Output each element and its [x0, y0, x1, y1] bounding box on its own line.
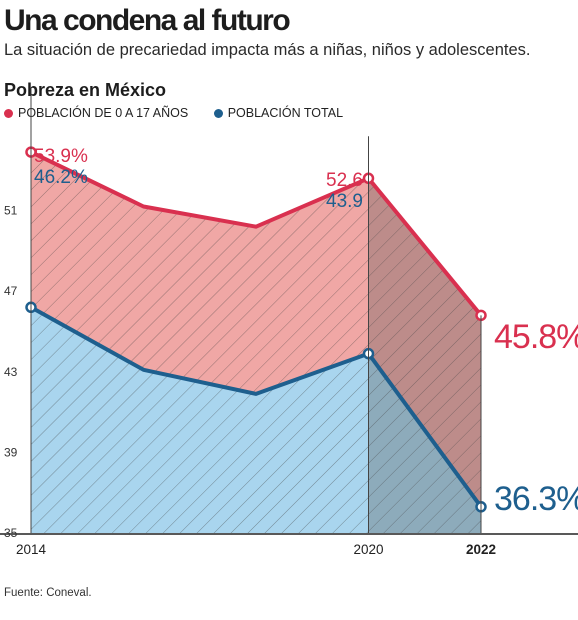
page-title: Una condena al futuro	[4, 4, 291, 37]
x-tick-label: 2022	[466, 542, 496, 557]
x-tick-label: 2014	[16, 542, 47, 557]
data-label-children-2014: 53.9%	[34, 146, 88, 167]
source-note: Fuente: Coneval.	[4, 587, 92, 599]
y-tick-label: 47	[4, 284, 18, 298]
children-line	[30, 150, 483, 317]
legend-item-children: POBLACIÓN DE 0 A 17 AÑOS	[4, 106, 188, 120]
legend-label-total: POBLACIÓN TOTAL	[227, 106, 344, 120]
legend-label-children: POBLACIÓN DE 0 A 17 AÑOS	[18, 106, 189, 120]
y-tick-label: 39	[4, 445, 18, 459]
legend-dot-total	[213, 109, 223, 118]
y-tick-label: 43	[4, 365, 18, 379]
page-subtitle: La situación de precariedad impacta más …	[4, 41, 531, 59]
chart-legend: POBLACIÓN DE 0 A 17 AÑOS POBLACIÓN TOTAL	[4, 106, 365, 120]
legend-dot-children	[4, 109, 13, 118]
y-tick-label: 51	[4, 204, 18, 218]
data-label-total-2020: 43.9	[326, 191, 363, 212]
x-tick-label: 2020	[353, 542, 383, 557]
data-label-total-2014: 46.2%	[34, 167, 88, 188]
total-line	[30, 305, 483, 508]
data-label-children-2020: 52.6	[326, 170, 363, 191]
data-label-children-2022: 45.8%	[494, 318, 578, 356]
period-2020-2022-shade	[368, 178, 481, 534]
y-tick-label: 35	[4, 526, 18, 540]
chart-title: Pobreza en México	[4, 80, 167, 100]
legend-item-total: POBLACIÓN TOTAL	[213, 106, 344, 120]
data-label-total-2022: 36.3%	[494, 480, 578, 518]
